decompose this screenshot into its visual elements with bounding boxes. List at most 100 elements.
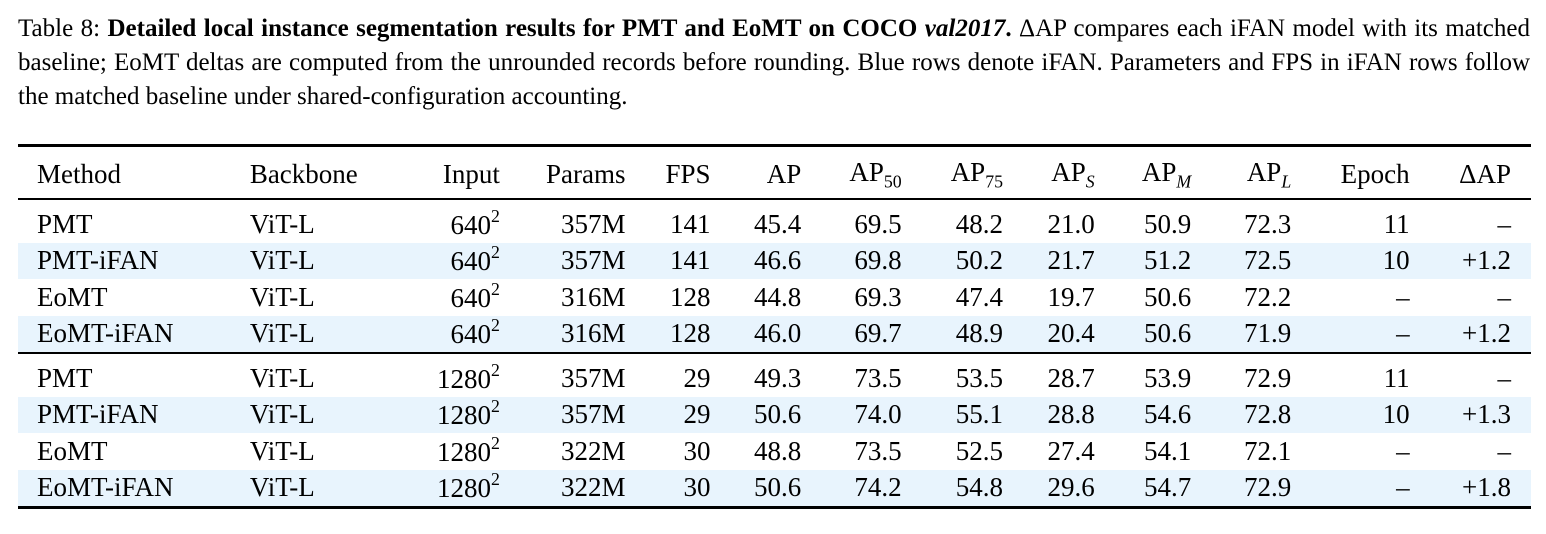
cell-backbone: ViT-L xyxy=(229,396,399,433)
cell-aps: 28.7 xyxy=(1003,352,1095,397)
cell-params: 316M xyxy=(560,281,626,312)
table-row: PMT-iFAN ViT-L 12802 357M 29 50.6 74.0 55.1 28.8… xyxy=(18,396,1531,433)
cell-input-base: 1280 xyxy=(437,400,492,431)
cell-apl: 71.9 xyxy=(1191,315,1292,353)
header-ap50-base: AP xyxy=(849,156,884,187)
cell-aps: 21.7 xyxy=(1003,242,1095,279)
cell-input: 12802 xyxy=(398,396,500,433)
cell-epoch: – xyxy=(1396,281,1410,312)
cell-backbone: ViT-L xyxy=(229,198,399,243)
table-row: EoMT ViT-L 6402 316M 128 44.8 69.3 47.4 19.7 50.6… xyxy=(18,279,1531,316)
cell-method: PMT-iFAN xyxy=(18,242,230,279)
cell-input: 6402 xyxy=(399,279,500,316)
cell-dap: – xyxy=(1409,198,1531,243)
cell-ap50: 69.5 xyxy=(801,198,902,243)
cell-method: PMT xyxy=(18,352,230,397)
header-apl-base: AP xyxy=(1246,156,1282,187)
header-params: Params xyxy=(499,144,626,199)
cell-aps: 20.4 xyxy=(1003,315,1095,353)
cell-ap75: 48.2 xyxy=(901,198,1004,243)
header-ap75-sub: 75 xyxy=(985,171,1004,192)
cell-dap: – xyxy=(1497,281,1512,312)
cell-fps: 29 xyxy=(625,352,711,397)
caption-title-period: . xyxy=(1005,15,1012,42)
cell-apm: 53.9 xyxy=(1094,352,1192,397)
cell-ap75: 53.5 xyxy=(901,352,1004,397)
header-aps-base: AP xyxy=(1051,156,1086,187)
header-fps: FPS xyxy=(625,144,711,199)
cell-ap50: 69.7 xyxy=(801,315,902,353)
cell-epoch: 10 xyxy=(1291,242,1410,279)
cell-ap50: 69.3 xyxy=(854,281,902,312)
cell-input-exponent: 2 xyxy=(491,315,500,336)
cell-dap: +1.2 xyxy=(1409,242,1531,279)
cell-input-base: 640 xyxy=(450,282,492,313)
cell-backbone: ViT-L xyxy=(229,315,399,353)
cell-backbone: ViT-L xyxy=(249,281,315,312)
cell-backbone: ViT-L xyxy=(229,242,399,279)
cell-apl: 72.3 xyxy=(1191,198,1292,243)
cell-ap: 50.6 xyxy=(710,469,802,509)
cell-ap50: 73.5 xyxy=(801,352,902,397)
cell-params: 357M xyxy=(499,242,626,279)
header-aps: APS xyxy=(1003,144,1095,199)
cell-method: EoMT xyxy=(37,435,108,466)
cell-backbone: ViT-L xyxy=(229,352,399,397)
cell-apm: 50.6 xyxy=(1143,281,1192,312)
cell-apm: 51.2 xyxy=(1094,242,1192,279)
cell-params: 316M xyxy=(499,315,626,353)
cell-input-exponent: 2 xyxy=(491,205,500,226)
cell-input: 6402 xyxy=(398,242,500,279)
cell-input-exponent: 2 xyxy=(491,242,500,263)
cell-epoch: 11 xyxy=(1291,352,1410,397)
cell-ap: 44.8 xyxy=(754,281,802,312)
cell-apm: 54.1 xyxy=(1143,435,1192,466)
cell-fps: 29 xyxy=(625,396,711,433)
cell-fps: 128 xyxy=(670,281,711,312)
cell-method: EoMT-iFAN xyxy=(18,469,230,509)
cell-ap75: 52.5 xyxy=(955,435,1004,466)
table-row: EoMT-iFAN ViT-L 12802 322M 30 50.6 74.2 54.8 29.… xyxy=(18,469,1531,509)
cell-ap75: 48.9 xyxy=(901,315,1004,353)
header-ap50-sub: 50 xyxy=(883,171,902,192)
header-aps-sub: S xyxy=(1085,171,1095,192)
cell-ap: 50.6 xyxy=(710,396,802,433)
table-row: EoMT-iFAN ViT-L 6402 316M 128 46.0 69.7 48.9 20.… xyxy=(18,315,1531,353)
cell-apm: 54.7 xyxy=(1094,469,1192,509)
cell-params: 322M xyxy=(560,435,626,466)
cell-input-base: 640 xyxy=(450,319,492,350)
cell-apl: 72.9 xyxy=(1191,469,1292,509)
cell-apl: 72.5 xyxy=(1191,242,1292,279)
cell-input-exponent: 2 xyxy=(491,432,500,453)
cell-ap75: 47.4 xyxy=(955,281,1004,312)
cell-backbone: ViT-L xyxy=(229,469,399,509)
cell-input: 6402 xyxy=(398,315,500,353)
cell-input-base: 640 xyxy=(450,209,492,240)
cell-epoch: – xyxy=(1291,469,1410,509)
cell-ap75: 55.1 xyxy=(901,396,1004,433)
caption-title: Detailed local instance segmentation res… xyxy=(107,15,925,42)
cell-ap: 48.8 xyxy=(754,435,802,466)
header-apm-base: AP xyxy=(1141,156,1177,187)
table-row: PMT-iFAN ViT-L 6402 357M 141 46.6 69.8 50.2 21.7… xyxy=(18,242,1531,279)
cell-epoch: – xyxy=(1396,435,1410,466)
cell-input: 12802 xyxy=(398,469,500,509)
table-body: PMT ViT-L 6402 357M 141 45.4 69.5 48.2 21.0 50.9 7… xyxy=(18,198,1531,509)
cell-ap: 45.4 xyxy=(710,198,802,243)
cell-ap50: 74.0 xyxy=(801,396,902,433)
cell-apl: 72.8 xyxy=(1191,396,1292,433)
header-method: Method xyxy=(18,144,230,199)
cell-fps: 30 xyxy=(625,469,711,509)
cell-input: 12802 xyxy=(398,352,500,397)
header-apl: APL xyxy=(1191,144,1292,199)
cell-fps: 141 xyxy=(625,242,711,279)
cell-aps: 27.4 xyxy=(1047,435,1095,466)
cell-epoch: – xyxy=(1291,315,1410,353)
header-apm: APM xyxy=(1094,144,1192,199)
cell-aps: 19.7 xyxy=(1047,281,1095,312)
cell-input: 6402 xyxy=(398,198,500,243)
cell-input-exponent: 2 xyxy=(491,469,500,490)
header-epoch: Epoch xyxy=(1291,144,1410,199)
header-ap: AP xyxy=(710,144,802,199)
cell-aps: 29.6 xyxy=(1003,469,1095,509)
